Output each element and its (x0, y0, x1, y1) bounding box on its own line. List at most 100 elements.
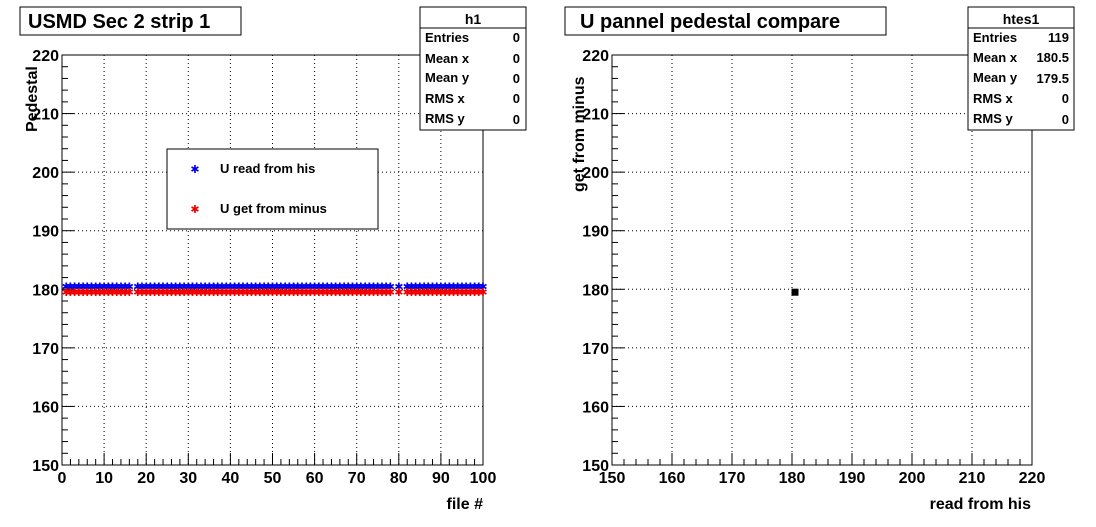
data-point: ✱ (470, 287, 479, 299)
data-point: ✱ (361, 281, 370, 293)
data-point: ✱ (462, 287, 471, 299)
legend-marker-red: ✱ (190, 204, 199, 216)
data-point: ✱ (281, 287, 290, 299)
data-point: ✱ (108, 281, 117, 293)
data-point: ✱ (154, 281, 163, 293)
data-point: ✱ (255, 281, 264, 293)
left-y-axis-label: Pedestal (24, 66, 41, 132)
data-point: ✱ (268, 287, 277, 299)
legend-entry-u-read-from-his: U read from his (220, 161, 315, 176)
data-point: ✱ (146, 281, 155, 293)
data-point: ✱ (373, 287, 382, 299)
legend-box (166, 148, 379, 230)
left-stats-name: h1 (465, 11, 482, 27)
data-point: ✱ (449, 287, 458, 299)
x-tick-label: 160 (659, 470, 686, 487)
y-tick-label: 210 (582, 107, 609, 124)
left-x-tick-labels: 0 10 20 30 40 50 60 70 80 90 100 (58, 470, 497, 487)
x-tick-label: 210 (959, 470, 986, 487)
data-point: ✱ (314, 287, 323, 299)
x-tick-label: 50 (264, 470, 282, 487)
data-point: ✱ (205, 281, 214, 293)
left-stats-value-entries: 0 (513, 30, 520, 45)
data-point: ✱ (175, 287, 184, 299)
data-point: ✱ (419, 287, 428, 299)
data-point: ✱ (171, 281, 180, 293)
data-point: ✱ (441, 287, 450, 299)
data-point: ✱ (352, 287, 361, 299)
data-point: ✱ (276, 281, 285, 293)
data-point: ✱ (184, 287, 193, 299)
data-point: ✱ (457, 287, 466, 299)
data-point: ✱ (445, 281, 454, 293)
data-point: ✱ (285, 287, 294, 299)
data-point: ✱ (403, 281, 412, 293)
x-tick-label: 60 (306, 470, 324, 487)
data-point: ✱ (255, 287, 264, 299)
data-point: ✱ (352, 281, 361, 293)
right-x-tick-labels: 150 160 170 180 190 200 210 220 (599, 470, 1046, 487)
left-stats-box: h1 Entries 0 Mean x 0 Mean y 0 RMS x 0 R… (419, 6, 527, 131)
data-point: ✱ (339, 281, 348, 293)
data-point: ✱ (112, 287, 121, 299)
data-point: ✱ (289, 281, 298, 293)
data-point: ✱ (331, 287, 340, 299)
data-point: ✱ (394, 281, 403, 293)
data-point: ✱ (95, 287, 104, 299)
data-point: ✱ (466, 287, 475, 299)
data-point: ✱ (238, 287, 247, 299)
data-point: ✱ (386, 287, 395, 299)
left-stats-label-rms-y: RMS y (425, 111, 466, 126)
data-point: ✱ (121, 281, 130, 293)
data-point: ✱ (66, 287, 75, 299)
right-stats-value-entries: 119 (1048, 30, 1069, 45)
x-tick-label: 40 (222, 470, 240, 487)
data-point: ✱ (281, 281, 290, 293)
data-point: ✱ (293, 287, 302, 299)
data-point: ✱ (339, 287, 348, 299)
data-point: ✱ (306, 287, 315, 299)
data-point: ✱ (382, 287, 391, 299)
data-point: ✱ (247, 287, 256, 299)
data-point: ✱ (470, 281, 479, 293)
y-tick-label: 190 (582, 224, 609, 241)
x-tick-label: 180 (779, 470, 806, 487)
data-point: ✱ (369, 281, 378, 293)
data-point: ✱ (154, 287, 163, 299)
x-tick-label: 30 (179, 470, 197, 487)
data-point: ✱ (201, 281, 210, 293)
data-point: ✱ (356, 281, 365, 293)
data-point: ✱ (150, 287, 159, 299)
data-point: ✱ (449, 281, 458, 293)
data-point: ✱ (133, 287, 142, 299)
series-u-get-from-minus: ✱✱✱✱✱✱✱✱✱✱✱✱✱✱✱✱ ✱✱✱✱✱✱✱✱✱✱✱✱✱✱✱✱✱✱✱✱✱✱✱✱… (62, 287, 488, 299)
data-point: ✱ (335, 287, 344, 299)
data-point: ✱ (87, 281, 96, 293)
x-tick-label: 200 (899, 470, 926, 487)
data-point: ✱ (407, 287, 416, 299)
left-minor-ticks (61, 54, 484, 466)
data-point: ✱ (327, 287, 336, 299)
data-point: ✱ (323, 281, 332, 293)
data-point: ✱ (78, 281, 87, 293)
data-point: ✱ (276, 287, 285, 299)
data-point: ✱ (74, 281, 83, 293)
data-point: ✱ (74, 287, 83, 299)
data-point: ✱ (331, 281, 340, 293)
right-stats-value-mean-x: 180.5 (1036, 50, 1069, 65)
data-point: ✱ (302, 281, 311, 293)
data-point: ✱ (310, 281, 319, 293)
data-point: ✱ (306, 281, 315, 293)
right-plot-frame (611, 54, 1033, 466)
data-point: ✱ (373, 281, 382, 293)
y-tick-label: 170 (582, 341, 609, 358)
data-point: ✱ (344, 281, 353, 293)
right-stats-name: htes1 (1003, 11, 1040, 27)
y-tick-label: 180 (582, 282, 609, 299)
data-point: ✱ (226, 287, 235, 299)
data-point: ✱ (133, 281, 142, 293)
data-point: ✱ (297, 287, 306, 299)
y-tick-label: 160 (32, 399, 59, 416)
data-point: ✱ (66, 281, 75, 293)
data-point: ✱ (175, 281, 184, 293)
